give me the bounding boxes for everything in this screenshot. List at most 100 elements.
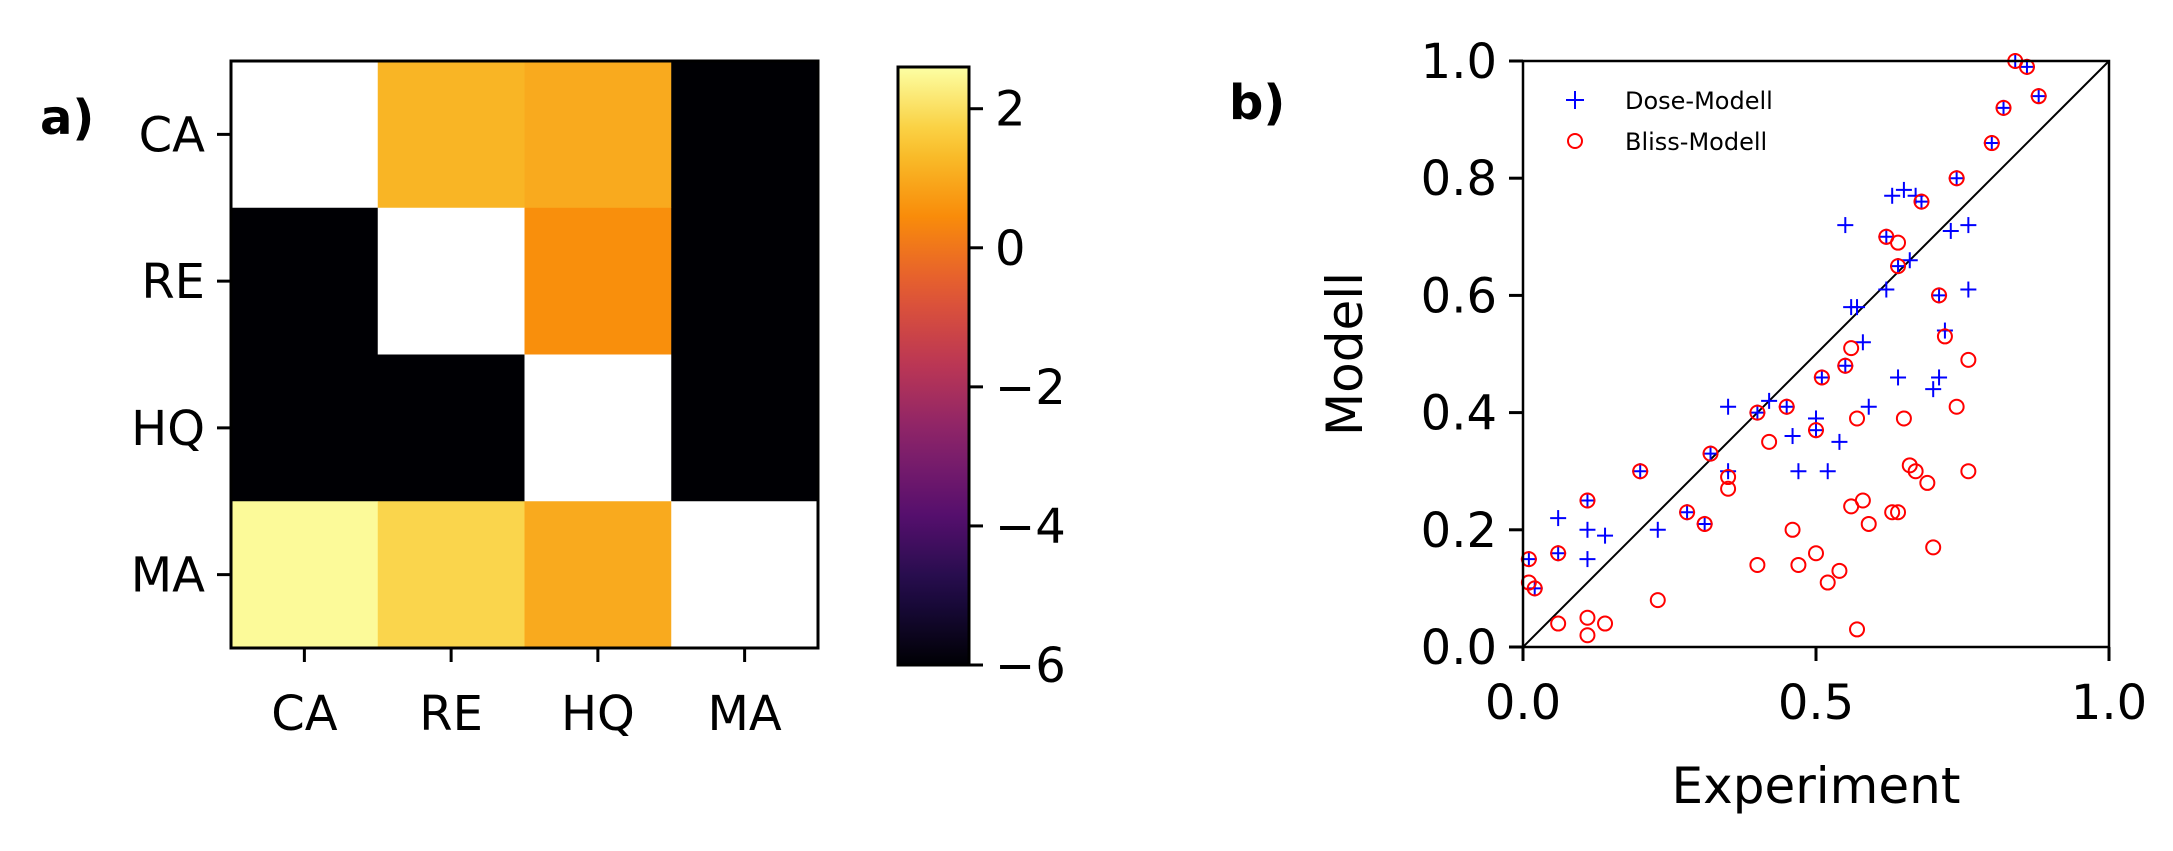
dose-modell-point	[1931, 287, 1948, 304]
dose-modell-point	[1854, 334, 1871, 351]
colorbar-ticks: 2 0 −2 −4 −6	[969, 82, 1066, 694]
bliss-modell-series	[1520, 53, 2047, 644]
heatmap-row-label: RE	[141, 254, 205, 310]
bliss-modell-point	[1550, 615, 1567, 632]
bliss-modell-point	[1837, 357, 1854, 374]
dose-modell-point	[1696, 515, 1713, 532]
bliss-modell-point	[1702, 445, 1719, 462]
bliss-modell-point	[1936, 328, 1953, 345]
bliss-modell-point	[1860, 515, 1877, 532]
heatmap-frame	[229, 59, 820, 650]
heatmap-cell	[231, 501, 379, 649]
dose-modell-point	[1778, 398, 1795, 415]
bliss-modell-point	[1749, 556, 1766, 573]
colorbar-tick-label: 2	[995, 82, 1026, 138]
dose-modell-point	[1632, 463, 1649, 480]
bliss-modell-point	[1749, 404, 1766, 421]
bliss-modell-point	[1948, 170, 1965, 187]
colorbar-tick-label: −6	[995, 638, 1066, 694]
bliss-modell-point	[1948, 398, 1965, 415]
heatmap-cell	[671, 207, 819, 355]
bliss-modell-point	[1720, 469, 1737, 486]
legend-item-dose: Dose-Modell	[1566, 87, 1773, 115]
dose-modell-point	[1526, 580, 1543, 597]
identity-line	[1522, 60, 2110, 648]
dose-modell-point	[1878, 281, 1895, 298]
bliss-modell-point	[1925, 539, 1942, 556]
dose-modell-point	[1837, 217, 1854, 234]
bliss-modell-point	[1831, 562, 1848, 579]
scatter-panel: b) 0.0 0.5 1.0 0.0 0.2 0.4 0.6 0.8 1.0 Experime…	[1229, 34, 2147, 815]
x-axis-title: Experiment	[1672, 757, 1961, 815]
bliss-modell-point	[1579, 627, 1596, 644]
bliss-modell-point	[1995, 99, 2012, 116]
y-tick-label: 0.4	[1421, 386, 1497, 442]
y-tick-label: 0.8	[1421, 151, 1497, 207]
legend-marker-dose	[1566, 91, 1584, 109]
dose-modell-point	[1942, 222, 1959, 239]
heatmap-cell	[377, 501, 525, 649]
panel-label-a: a)	[40, 90, 94, 146]
y-axis-ticks: 0.0 0.2 0.4 0.6 0.8 1.0	[1421, 34, 1523, 676]
heatmap-cell	[377, 354, 525, 502]
bliss-modell-point	[1843, 340, 1860, 357]
dose-modell-point	[1720, 463, 1737, 480]
bliss-modell-point	[1778, 398, 1795, 415]
heatmap-cell	[671, 61, 819, 209]
heatmap-row-label: CA	[139, 107, 206, 163]
heatmap-row-label: HQ	[131, 401, 205, 457]
heatmap-cell	[231, 207, 379, 355]
y-tick-label: 0.0	[1421, 620, 1497, 676]
legend: Dose-Modell Bliss-Modell	[1566, 87, 1773, 156]
identity-line-stroke	[1522, 60, 2110, 648]
dose-modell-point	[2030, 88, 2047, 105]
dose-modell-point	[1901, 252, 1918, 269]
bliss-modell-point	[1579, 609, 1596, 626]
dose-modell-point	[1720, 398, 1737, 415]
dose-modell-point	[1878, 228, 1895, 245]
dose-modell-point	[1579, 551, 1596, 568]
heatmap-col-label: CA	[271, 686, 338, 742]
dose-modell-point	[1784, 428, 1801, 445]
dose-modell-point	[1761, 392, 1778, 409]
bliss-modell-point	[1784, 521, 1801, 538]
dose-modell-point	[1860, 398, 1877, 415]
heatmap-cell	[524, 501, 672, 649]
dose-modell-point	[1913, 193, 1930, 210]
bliss-modell-point	[1808, 545, 1824, 562]
dose-modell-point	[1679, 504, 1696, 521]
bliss-modell-point	[1526, 580, 1543, 597]
legend-item-bliss: Bliss-Modell	[1567, 128, 1767, 156]
bliss-modell-point	[1907, 463, 1924, 480]
dose-modell-point	[1948, 170, 1965, 187]
heatmap-cell	[231, 354, 379, 502]
y-tick-label: 0.6	[1421, 268, 1497, 324]
bliss-modell-point	[1808, 422, 1824, 439]
dose-modell-point	[1831, 433, 1848, 450]
heatmap-row-label: MA	[131, 548, 205, 604]
bliss-modell-point	[1890, 234, 1907, 251]
x-tick-label: 0.5	[1778, 675, 1854, 731]
bliss-modell-point	[1632, 463, 1649, 480]
heatmap-cell	[671, 501, 819, 649]
dose-modell-point	[1790, 463, 1807, 480]
dose-modell-point	[1597, 527, 1614, 544]
heatmap-row-ticks: CA RE HQ MA	[131, 107, 231, 604]
dose-modell-point	[1837, 357, 1854, 374]
heatmap-cell	[377, 207, 525, 355]
dose-modell-point	[1550, 510, 1567, 527]
dose-modell-point	[1960, 281, 1977, 298]
bliss-modell-point	[1854, 492, 1871, 509]
bliss-modell-point	[1849, 410, 1866, 427]
dose-modell-point	[1895, 181, 1912, 198]
dose-modell-point	[1819, 463, 1836, 480]
bliss-modell-point	[1649, 592, 1666, 609]
y-tick-label: 0.2	[1421, 503, 1497, 559]
colorbar-tick-label: −2	[995, 360, 1066, 416]
bliss-modell-point	[1913, 193, 1930, 210]
heatmap-cell	[231, 61, 379, 209]
bliss-modell-point	[1813, 369, 1830, 386]
bliss-modell-point	[1890, 504, 1907, 521]
bliss-modell-point	[1983, 135, 2000, 152]
